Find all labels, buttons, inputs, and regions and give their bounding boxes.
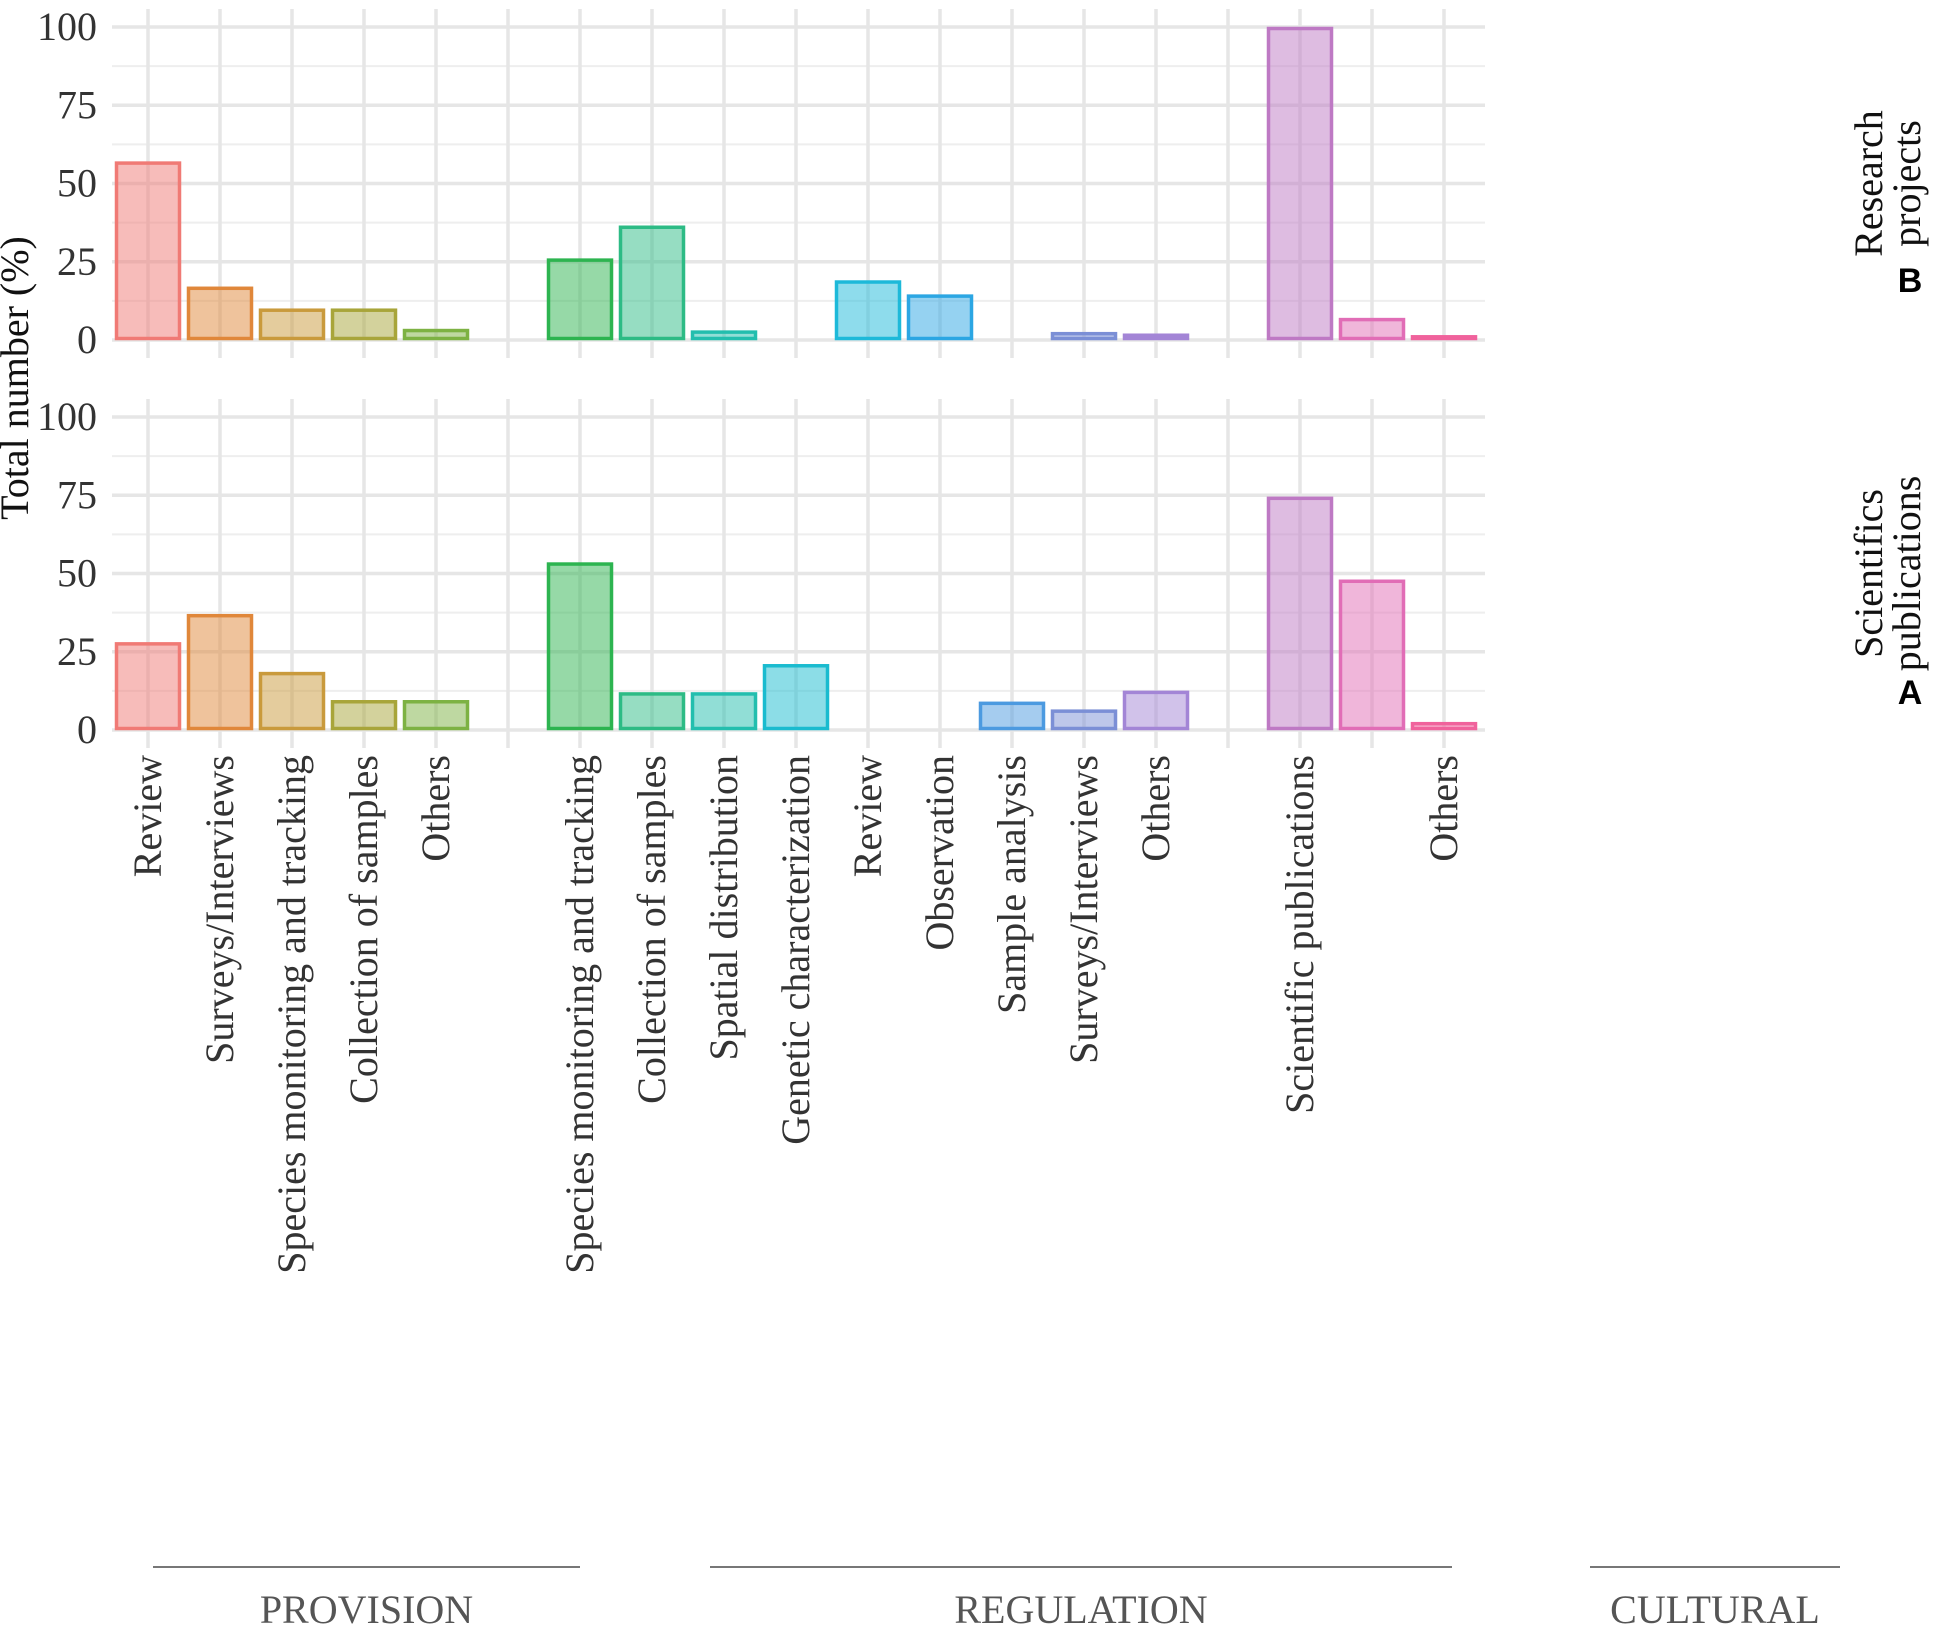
bar-provision-species-monitoring-and-tracking (258, 671, 326, 731)
bar-regulation-species-monitoring-and-tracking (546, 562, 614, 731)
bar-regulation-genetic-characterization (762, 664, 830, 731)
bar-regulation-others (1122, 333, 1190, 341)
y-tick-label: 25 (57, 629, 97, 674)
facet-strip-line: projects (1884, 120, 1929, 247)
labels-layer: 0 25 50 75 100 Researchprojects B 0 25 50 75 100 Sci… (0, 4, 1929, 1626)
facet-strip-label: Scientificspublications (1846, 476, 1929, 672)
bar-regulation-review (834, 280, 902, 341)
bars-layer (114, 26, 1478, 731)
bar-provision-surveys-interviews (186, 613, 254, 731)
x-category-label: Others (1133, 755, 1178, 862)
y-tick-label: 0 (77, 707, 97, 752)
x-category-label: Species monitoring and tracking (269, 755, 314, 1274)
bar-provision-others (402, 328, 470, 341)
bar-provision-review (114, 161, 182, 341)
bar-provision-surveys-interviews (186, 286, 254, 341)
x-category-label: Collection of samples (629, 755, 674, 1104)
bar-regulation-surveys-interviews (1050, 331, 1118, 341)
bar-cultural-material-and-or-activities-for-dissemination-and-communication (1338, 317, 1406, 341)
x-category-label: Scientific publications (1277, 755, 1322, 1114)
y-tick-label: 100 (37, 4, 97, 49)
bar-provision-others (402, 700, 470, 731)
facet-strip-line: Research (1846, 110, 1891, 257)
bar-provision-review (114, 642, 182, 731)
x-category-label: Species monitoring and tracking (557, 755, 602, 1274)
x-category-label: Spatial distribution (701, 755, 746, 1061)
x-category-label: Collection of samples (341, 755, 386, 1104)
panel-letter: A (1898, 674, 1923, 712)
group-label-provision: PROVISION (260, 1587, 473, 1626)
bar-regulation-observation (906, 294, 974, 341)
y-tick-label: 75 (57, 82, 97, 127)
y-tick-label: 75 (57, 472, 97, 517)
y-tick-label: 100 (37, 394, 97, 439)
bar-regulation-collection-of-samples (618, 692, 686, 731)
bar-regulation-collection-of-samples (618, 225, 686, 341)
y-tick-label: 0 (77, 317, 97, 362)
x-category-label: Surveys/Interviews (197, 755, 242, 1064)
facet-strip-label: Researchprojects (1846, 110, 1929, 257)
bar-cultural-others (1410, 335, 1478, 341)
x-category-label: Review (125, 755, 170, 877)
x-category-label: Surveys/Interviews (1061, 755, 1106, 1064)
panel-letter: B (1898, 262, 1923, 300)
bar-provision-collection-of-samples (330, 700, 398, 731)
bar-regulation-sample-analysis (978, 701, 1046, 731)
y-tick-label: 50 (57, 551, 97, 596)
bar-cultural-material-and-or-activities-for-dissemination-and-communication (1338, 579, 1406, 731)
y-tick-label: 25 (57, 239, 97, 284)
x-category-label: Review (845, 755, 890, 877)
group-label-regulation: REGULATION (954, 1587, 1207, 1626)
x-category-label: Sample analysis (989, 755, 1034, 1014)
bar-regulation-spatial-distribution (690, 692, 758, 731)
x-category-label: Others (1421, 755, 1466, 862)
bar-regulation-species-monitoring-and-tracking (546, 258, 614, 341)
facet-strip-line: Scientifics (1846, 489, 1891, 658)
bar-regulation-others (1122, 690, 1190, 731)
y-tick-label: 50 (57, 161, 97, 206)
bar-cultural-others (1410, 721, 1478, 731)
x-category-label: Others (413, 755, 458, 862)
facet-strip-line: publications (1884, 476, 1929, 672)
y-axis-title: Total number (%) (0, 236, 37, 520)
bar-provision-species-monitoring-and-tracking (258, 308, 326, 341)
bar-regulation-surveys-interviews (1050, 709, 1118, 731)
bar-cultural-scientific-publications (1266, 26, 1334, 341)
x-category-label: Observation (917, 755, 962, 951)
bar-provision-collection-of-samples (330, 308, 398, 341)
group-label-cultural: CULTURAL (1610, 1587, 1820, 1626)
x-category-label: Genetic characterization (773, 755, 818, 1145)
bar-cultural-scientific-publications (1266, 496, 1334, 731)
bar-regulation-spatial-distribution (690, 330, 758, 341)
